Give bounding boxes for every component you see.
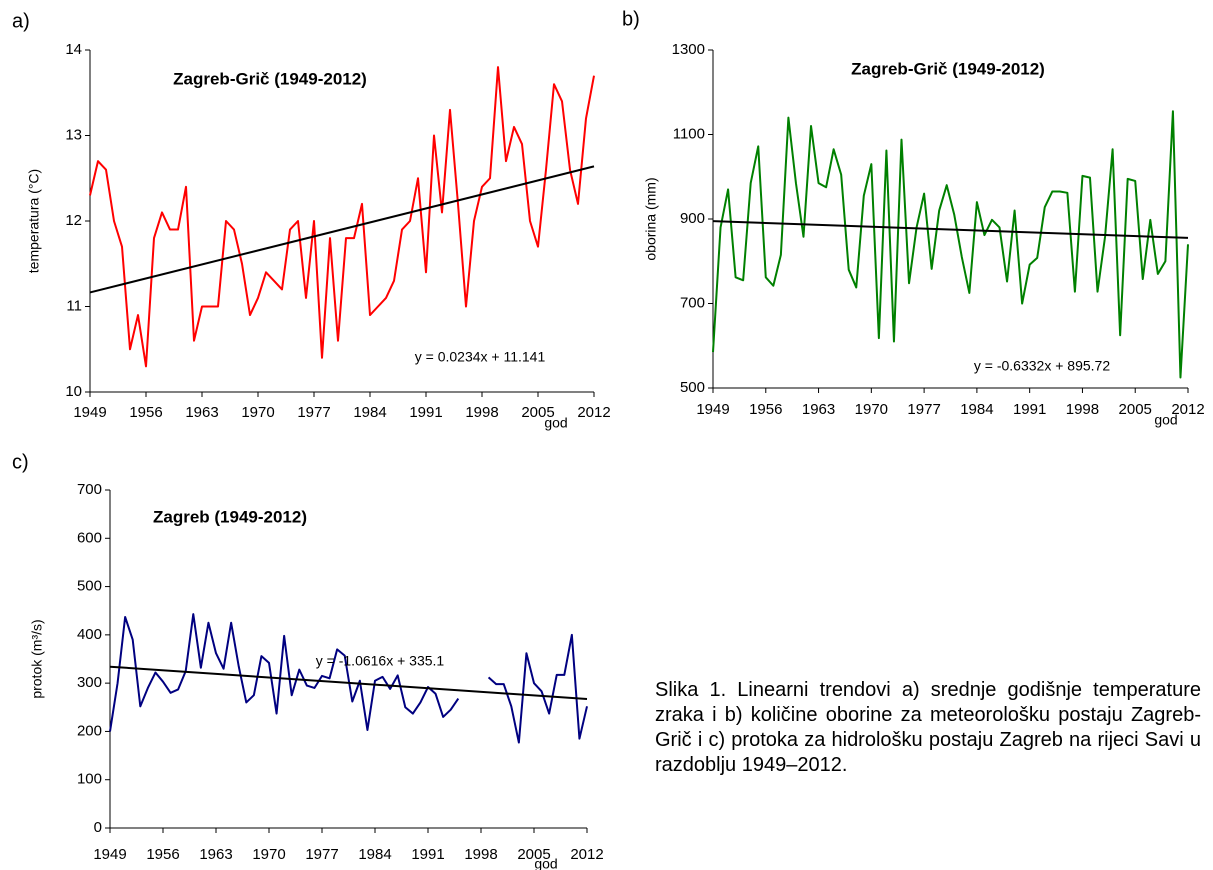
- y-axis-label: oborina (mm): [643, 177, 659, 260]
- panel-label: b): [622, 8, 640, 30]
- x-axis-label: god: [544, 415, 567, 431]
- x-tick-label: 2012: [577, 404, 610, 421]
- trend-line: [109, 665, 588, 700]
- x-tick-label: 1998: [465, 404, 498, 421]
- y-tick-label: 1100: [673, 125, 705, 142]
- x-tick-label: 1984: [353, 404, 386, 421]
- y-tick-label: 200: [77, 722, 102, 739]
- y-tick-label: 11: [66, 297, 82, 314]
- trend-equation: y = -0.6332x + 895.72: [974, 358, 1110, 374]
- y-tick-label: 900: [680, 210, 705, 227]
- chart-title: Zagreb (1949-2012): [153, 507, 307, 526]
- x-tick-label: 1991: [1013, 401, 1046, 418]
- panel-label: a): [12, 10, 30, 32]
- x-tick-label: 1977: [305, 846, 338, 863]
- x-tick-label: 1984: [960, 401, 993, 418]
- y-tick-label: 14: [65, 41, 82, 58]
- x-tick-label: 1970: [241, 404, 274, 421]
- trend-equation: y = 0.0234x + 11.141: [415, 349, 546, 365]
- x-tick-label: 1956: [749, 401, 782, 418]
- x-tick-label: 2005: [1119, 401, 1152, 418]
- y-tick-label: 500: [77, 578, 102, 595]
- x-axis-label: god: [534, 856, 557, 870]
- trend-equation: y = -1.0616x + 335.1: [316, 653, 445, 669]
- x-tick-label: 2005: [521, 404, 554, 421]
- y-tick-label: 400: [77, 626, 102, 643]
- x-axis-label: god: [1154, 412, 1177, 428]
- caption: Slika 1. Linearni trendovi a) srednje go…: [655, 679, 1201, 776]
- x-tick-label: 1963: [185, 404, 218, 421]
- x-tick-label: 1977: [297, 404, 330, 421]
- x-tick-label: 1984: [358, 846, 391, 863]
- x-tick-label: 1970: [855, 401, 888, 418]
- x-tick-label: 1963: [199, 846, 232, 863]
- x-tick-label: 1991: [411, 846, 444, 863]
- y-tick-label: 10: [65, 383, 82, 400]
- y-axis-label: temperatura (°C): [26, 169, 42, 273]
- chart-title: Zagreb-Grič (1949-2012): [851, 59, 1045, 78]
- data-line: [89, 66, 595, 368]
- x-tick-label: 1956: [146, 846, 179, 863]
- chart-title: Zagreb-Grič (1949-2012): [173, 69, 367, 88]
- data-line: [712, 110, 1189, 379]
- x-tick-label: 1998: [464, 846, 497, 863]
- x-tick-label: 1991: [409, 404, 442, 421]
- x-tick-label: 1956: [129, 404, 162, 421]
- x-tick-label: 1949: [73, 404, 106, 421]
- y-tick-label: 600: [77, 529, 102, 546]
- trend-line: [712, 220, 1189, 239]
- y-tick-label: 12: [65, 212, 82, 229]
- x-tick-label: 1949: [696, 401, 729, 418]
- x-tick-label: 2012: [1171, 401, 1204, 418]
- x-tick-label: 2005: [517, 846, 550, 863]
- y-tick-label: 100: [77, 771, 102, 788]
- y-tick-label: 13: [65, 126, 82, 143]
- trend-line: [89, 165, 595, 294]
- x-tick-label: 1963: [802, 401, 835, 418]
- y-tick-label: 1300: [672, 41, 705, 58]
- x-tick-label: 2012: [570, 846, 603, 863]
- x-tick-label: 1949: [93, 846, 126, 863]
- y-tick-label: 700: [77, 481, 102, 498]
- x-tick-label: 1970: [252, 846, 285, 863]
- x-tick-label: 1998: [1066, 401, 1099, 418]
- data-line: [109, 613, 588, 744]
- y-tick-label: 300: [77, 674, 102, 691]
- y-tick-label: 0: [94, 819, 102, 836]
- panel-label: c): [12, 451, 29, 473]
- y-tick-label: 700: [680, 294, 705, 311]
- y-axis-label: protok (m³/s): [29, 619, 45, 698]
- x-tick-label: 1977: [907, 401, 940, 418]
- y-tick-label: 500: [680, 379, 705, 396]
